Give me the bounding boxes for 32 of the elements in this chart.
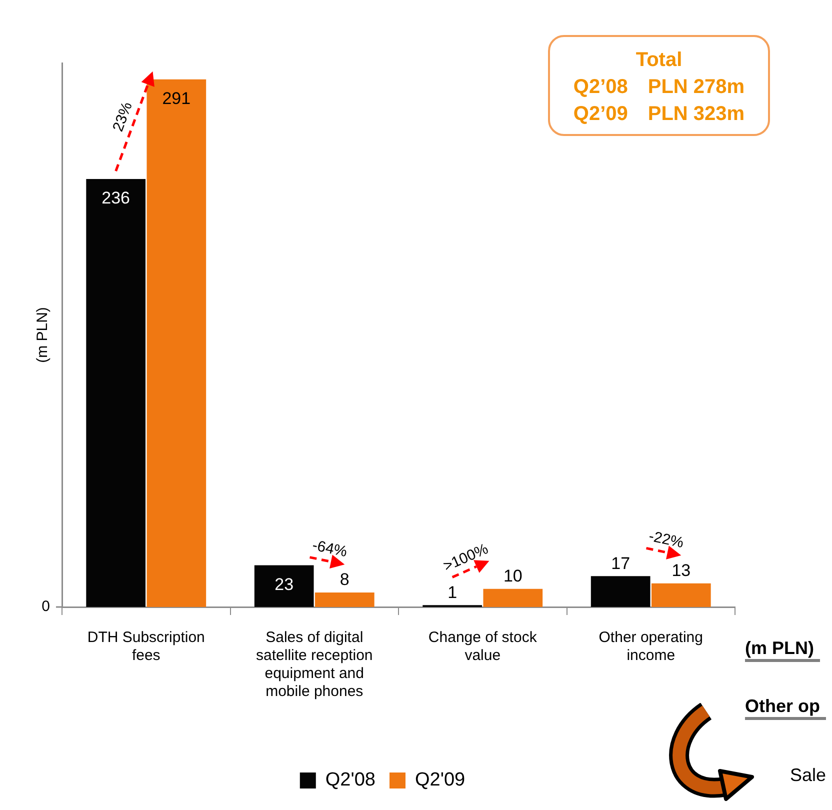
x-tick-label: Change of stock value bbox=[428, 629, 538, 664]
legend-label: Q2'09 bbox=[415, 770, 466, 791]
data-label: 23 bbox=[274, 574, 294, 594]
bar bbox=[254, 565, 314, 607]
annotation: Q2’08 PLN 278m bbox=[573, 75, 745, 100]
y-axis-title: (m PLN) bbox=[34, 307, 52, 363]
text: Sale bbox=[790, 765, 826, 786]
text: 0 bbox=[42, 598, 50, 616]
x-tick-label: DTH Subscription fees bbox=[87, 629, 205, 664]
bar bbox=[314, 592, 374, 607]
bar bbox=[86, 179, 146, 607]
bar bbox=[483, 588, 543, 607]
data-label: 8 bbox=[340, 570, 350, 590]
x-tick-label: Other operating income bbox=[598, 629, 703, 664]
x-tick-label: Sales of digital satellite reception equipment and mobile phones bbox=[256, 629, 373, 700]
annotation: 23% bbox=[110, 100, 136, 134]
bar bbox=[651, 583, 711, 607]
text: Other op bbox=[745, 696, 826, 720]
text: (m PLN) bbox=[745, 638, 820, 662]
data-label: 10 bbox=[503, 566, 522, 586]
data-label: 291 bbox=[162, 89, 191, 108]
bar bbox=[146, 79, 206, 607]
data-label: 1 bbox=[448, 582, 458, 602]
annotation: Q2’09 PLN 323m bbox=[573, 102, 745, 127]
annotation: -64% bbox=[310, 536, 349, 561]
data-label: 13 bbox=[672, 561, 691, 580]
data-label: 236 bbox=[102, 188, 130, 208]
text: Total bbox=[634, 48, 684, 73]
data-label: 17 bbox=[611, 554, 630, 573]
legend-label: Q2'08 bbox=[325, 770, 376, 791]
bar bbox=[590, 576, 650, 607]
annotation: -22% bbox=[647, 528, 686, 552]
